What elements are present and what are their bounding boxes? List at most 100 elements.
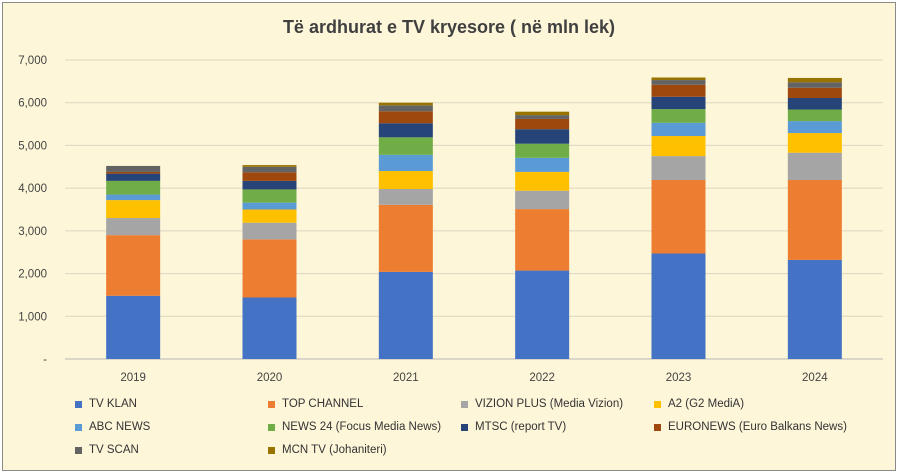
legend-label: TV SCAN [89,444,139,456]
y-tick-label: 6,000 [18,98,47,110]
bar-segment [242,209,297,223]
bar-segment [242,202,297,210]
legend-swatch [75,446,82,454]
bar-segment [106,218,161,236]
bar-segment [106,171,161,174]
bar-segment [378,154,433,172]
bar-segment [106,194,161,201]
bar-segment [787,98,842,110]
bar-segment [242,165,297,167]
y-tick-label: 4,000 [18,183,47,195]
legend-swatch [268,400,275,408]
bar-segment [515,157,570,172]
bar-segment [106,200,161,219]
bar-segment [242,166,297,173]
legend-item: A2 (G2 MediA) [654,397,864,411]
bar-segment [378,204,433,272]
y-tick-label: 1,000 [18,311,47,323]
legend-label: TOP CHANNEL [282,398,364,410]
bar-segment [378,137,433,155]
bar-segment [242,189,297,203]
legend-swatch [461,423,468,431]
bar-segment [787,121,842,134]
bar-segment [515,111,570,116]
bar-segment [651,80,706,85]
bar-segment [787,259,842,359]
bar-segment [651,96,706,110]
bar-segment [242,222,297,240]
stacked-bar-chart: - 1,000 2,000 3,000 4,000 5,000 6,000 7,000 2019… [18,55,883,384]
legend-swatch [654,423,661,431]
legend-item: MCN TV (Johaniteri) [268,443,461,457]
chart-title: Të ardhurat e TV kryesore ( në mln lek) [282,17,616,37]
bar-segment [651,122,706,137]
bar-segment [515,129,570,144]
legend-label: EURONEWS (Euro Balkans News) [668,421,847,433]
bar-segment [787,109,842,122]
bar-segment [651,109,706,123]
bar-segment [378,271,433,359]
bar-segment [787,87,842,99]
bar-segment [242,180,297,190]
bar-segment [787,82,842,88]
bar-segment [787,133,842,153]
bar-segment [651,180,706,254]
bar-segment [242,172,297,181]
legend-item: TOP CHANNEL [268,397,461,411]
bar-segment [378,171,433,189]
y-tick-label: 7,000 [18,55,47,67]
bar-segment [378,188,433,205]
legend-label: VIZION PLUS (Media Vizion) [475,398,624,410]
legend-swatch [268,423,275,431]
legend-label: MTSC (report TV) [475,421,567,433]
x-tick-label: 2021 [393,372,419,384]
x-tick-label: 2020 [257,372,283,384]
bar-segment [651,77,706,81]
bar-segment [106,295,161,359]
bar-segment [787,180,842,260]
legend-swatch [75,400,82,408]
legend-swatch [654,400,661,408]
bar-segment [515,190,570,210]
legend-label: NEWS 24 (Focus Media News) [282,421,442,433]
bar-segment [515,115,570,119]
x-tick-label: 2024 [802,372,828,384]
legend-item: VIZION PLUS (Media Vizion) [461,397,654,411]
legend-label: TV KLAN [89,398,137,410]
bar-segment [106,180,161,195]
bar-segment [106,173,161,181]
bar-segment [515,171,570,191]
legend-swatch [461,400,468,408]
legend-item: TV KLAN [75,397,268,411]
bar-segment [378,105,433,112]
bar-segment [378,102,433,106]
bar-segment [515,143,570,158]
bar-segment [515,209,570,271]
bar-segment [515,270,570,359]
legend-label: ABC NEWS [89,421,151,433]
bar-segment [515,118,570,130]
bar-segment [787,152,842,181]
legend-swatch [268,446,275,454]
bar-segment [651,253,706,359]
bar-segment [242,239,297,298]
bar-segment [378,111,433,124]
x-tick-label: 2023 [666,372,692,384]
y-tick-label: - [43,354,47,366]
legend-item: MTSC (report TV) [461,420,654,434]
bar-segment [106,165,161,172]
y-tick-label: 3,000 [18,226,47,238]
bar-segment [651,84,706,97]
bar-segment [242,297,297,359]
bar-segment [106,235,161,296]
legend-item: EURONEWS (Euro Balkans News) [654,420,864,434]
legend-item: NEWS 24 (Focus Media News) [268,420,461,434]
x-tick-label: 2019 [120,372,146,384]
legend-swatch [75,423,82,431]
bar-segment [651,156,706,181]
x-tick-label: 2022 [529,372,555,384]
y-tick-label: 5,000 [18,140,47,152]
chart-legend: TV KLAN TOP CHANNEL VIZION PLUS (Media Viz… [75,397,875,457]
legend-item: ABC NEWS [75,420,268,434]
